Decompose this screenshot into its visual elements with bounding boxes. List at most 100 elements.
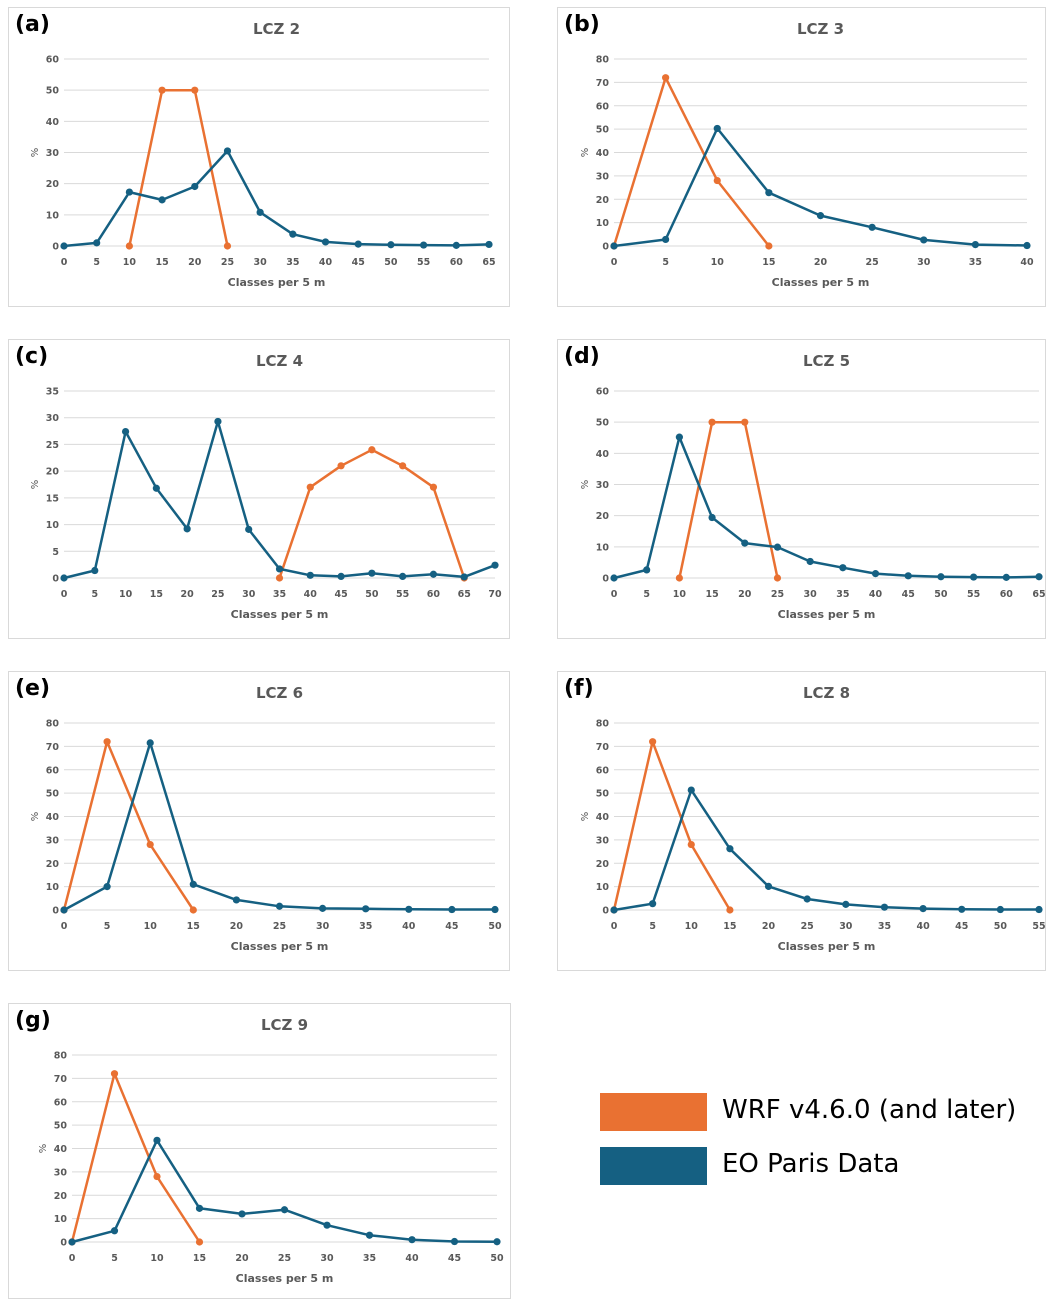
data-point-eo [448,905,456,914]
y-tick-label: 35 [46,387,59,398]
x-tick-label: 50 [488,921,502,932]
y-tick-label: 0 [602,574,609,585]
chart-panel-c: (c) LCZ 4 0 5 10 15 20 25 30 35 0 5 10 15 20 25 30 35 40 45… [8,339,510,639]
x-tick-label: 20 [181,589,195,600]
data-point-eo [1035,573,1043,581]
y-tick-label: 30 [46,148,60,159]
chart-title: LCZ 2 [252,20,301,38]
legend-item-wrf: WRF v4.6.0 (and later) [600,1093,1020,1131]
x-tick-label: 50 [365,589,379,600]
data-point-eo [773,543,782,551]
data-point-eo [275,565,284,573]
data-point-eo [803,895,811,903]
data-point-eo [306,571,314,579]
y-tick-label: 30 [596,835,610,846]
x-tick-label: 0 [61,589,68,600]
chart-title: LCZ 5 [802,352,851,370]
x-tick-label: 5 [111,1253,118,1264]
x-tick-label: 30 [254,257,268,268]
x-axis-label: Classes per 5 m [231,608,329,621]
data-point-wrf [189,906,197,914]
x-tick-label: 15 [155,257,168,268]
x-tick-label: 25 [273,921,286,932]
data-point-eo [60,574,68,582]
x-tick-label: 0 [611,257,618,268]
x-axis-label: Classes per 5 m [772,276,870,289]
x-tick-label: 0 [61,921,68,932]
data-point-eo [937,573,945,581]
data-point-eo [60,242,68,250]
series-line-wrf [612,740,731,911]
y-tick-label: 20 [596,859,610,870]
data-point-wrf [337,462,345,470]
y-axis-label: % [30,148,41,158]
y-tick-label: 40 [596,812,610,823]
x-tick-label: 60 [1000,589,1014,600]
data-point-eo [491,905,499,914]
data-point-eo [708,513,716,522]
x-tick-label: 15 [705,589,718,600]
data-point-eo [806,557,814,566]
x-tick-label: 35 [273,589,286,600]
data-point-eo [713,124,721,133]
x-axis-label: Classes per 5 m [228,276,326,289]
data-point-eo [610,574,618,582]
data-point-wrf [223,242,232,250]
data-point-eo [91,566,99,575]
data-point-eo [971,240,979,249]
y-tick-label: 80 [596,719,610,730]
x-tick-label: 15 [723,921,736,932]
series-line-wrf [62,740,195,911]
x-tick-label: 20 [188,257,202,268]
y-tick-label: 70 [596,742,610,753]
x-tick-label: 25 [866,257,879,268]
x-tick-label: 30 [320,1253,334,1264]
data-point-eo [920,236,928,244]
data-point-wrf [687,840,695,849]
x-tick-label: 0 [611,589,618,600]
chart-title: LCZ 3 [796,20,845,38]
y-tick-label: 15 [46,493,59,504]
data-point-wrf [399,462,407,470]
data-point-eo [675,433,683,441]
chart-svg: 0 5 10 15 20 25 30 35 0 5 10 15 20 25 30 35 40 45 50 55 60 65… [30,387,502,622]
x-tick-label: 15 [187,921,200,932]
y-tick-label: 20 [596,195,610,206]
x-tick-label: 5 [91,589,98,600]
data-point-eo [232,896,240,904]
x-tick-label: 10 [673,589,687,600]
data-point-eo [420,241,428,249]
y-tick-label: 50 [596,418,610,429]
y-tick-label: 40 [46,117,60,128]
y-tick-label: 0 [52,906,59,917]
data-point-eo [687,786,695,794]
x-tick-label: 25 [211,589,224,600]
x-tick-label: 20 [738,589,752,600]
x-tick-label: 20 [814,257,828,268]
data-point-eo [365,1231,374,1239]
data-point-eo [408,1236,416,1244]
data-point-eo [189,880,197,888]
x-axis-label: Classes per 5 m [778,940,876,953]
x-tick-label: 40 [405,1253,419,1264]
x-tick-label: 10 [119,589,133,600]
data-point-eo [238,1210,246,1218]
x-tick-label: 25 [221,257,234,268]
x-tick-label: 30 [804,589,818,600]
panel-label: (g) [15,1008,51,1033]
data-point-eo [153,1136,161,1144]
data-point-eo [649,900,657,908]
data-point-eo [125,188,133,196]
data-point-wrf [125,242,133,250]
y-tick-label: 50 [46,789,60,800]
data-point-eo [214,417,222,426]
y-tick-label: 10 [46,882,60,893]
data-point-eo [321,238,330,246]
data-point-wrf [103,738,111,746]
x-tick-label: 40 [916,921,930,932]
x-tick-label: 30 [316,921,330,932]
data-point-eo [868,223,876,231]
y-tick-label: 60 [596,101,610,112]
x-tick-label: 5 [649,921,656,932]
x-tick-label: 10 [685,921,699,932]
